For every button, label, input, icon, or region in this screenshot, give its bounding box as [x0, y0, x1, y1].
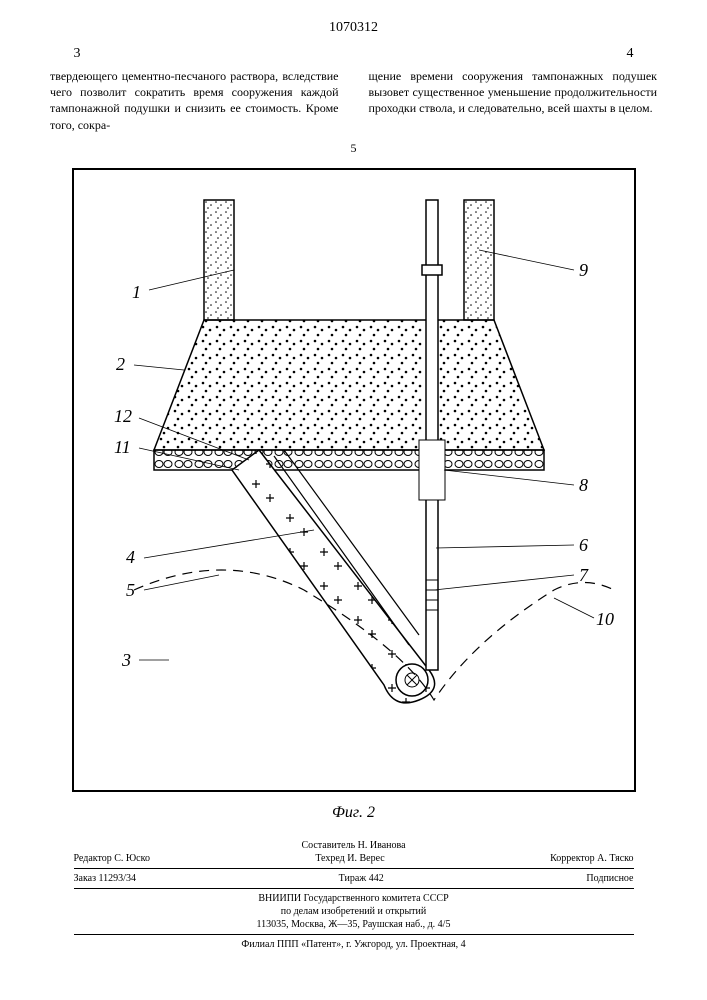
credits-tech-editor: Техред И. Верес [315, 853, 384, 864]
figure-caption: Фиг. 2 [50, 804, 657, 822]
figure-label: 2 [116, 354, 125, 374]
credits-subscription: Подписное [586, 873, 633, 884]
credits-print-run: Тираж 442 [339, 873, 384, 884]
credits-corrector: Корректор А. Тяско [550, 853, 633, 864]
figure-label: 8 [579, 475, 588, 495]
credits-compiler: Составитель Н. Иванова [74, 840, 634, 851]
credits-block: Составитель Н. Иванова Редактор С. Юско … [74, 840, 634, 950]
divider [74, 934, 634, 935]
col-num-right: 4 [627, 46, 634, 62]
figure-label: 9 [579, 260, 588, 280]
credits-addr1: 113035, Москва, Ж—35, Раушская наб., д. … [74, 919, 634, 930]
credits-editor: Редактор С. Юско [74, 853, 150, 864]
figure-label: 6 [579, 535, 588, 555]
body-text-left: твердеющего цементно-песчаного раствора,… [50, 68, 339, 133]
body-text: твердеющего цементно-песчаного раствора,… [50, 68, 657, 133]
figure-frame: 1 2 12 11 4 5 3 9 [72, 168, 636, 792]
page-indicator: 5 [50, 141, 657, 156]
col-num-left: 3 [74, 46, 81, 62]
figure-svg: 1 2 12 11 4 5 3 9 [74, 170, 634, 790]
divider [74, 868, 634, 869]
body-text-right: щение времени сооружения тампонажных под… [369, 68, 658, 133]
figure-label: 12 [114, 406, 132, 426]
figure-label: 10 [596, 609, 614, 629]
divider [74, 888, 634, 889]
figure-label: 5 [126, 580, 135, 600]
figure-label: 4 [126, 547, 135, 567]
figure-label: 11 [114, 437, 131, 457]
document-number: 1070312 [50, 20, 657, 36]
column-numbers: 3 4 [74, 46, 634, 62]
figure-label: 1 [132, 282, 141, 302]
figure-label: 7 [579, 565, 589, 585]
credits-org1: ВНИИПИ Государственного комитета СССР [74, 893, 634, 904]
figure-label: 3 [121, 650, 131, 670]
page: 1070312 3 4 твердеющего цементно-песчано… [0, 0, 707, 1000]
credits-org2: по делам изобретений и открытий [74, 906, 634, 917]
credits-addr2: Филиал ППП «Патент», г. Ужгород, ул. Про… [74, 939, 634, 950]
credits-order: Заказ 11293/34 [74, 873, 136, 884]
